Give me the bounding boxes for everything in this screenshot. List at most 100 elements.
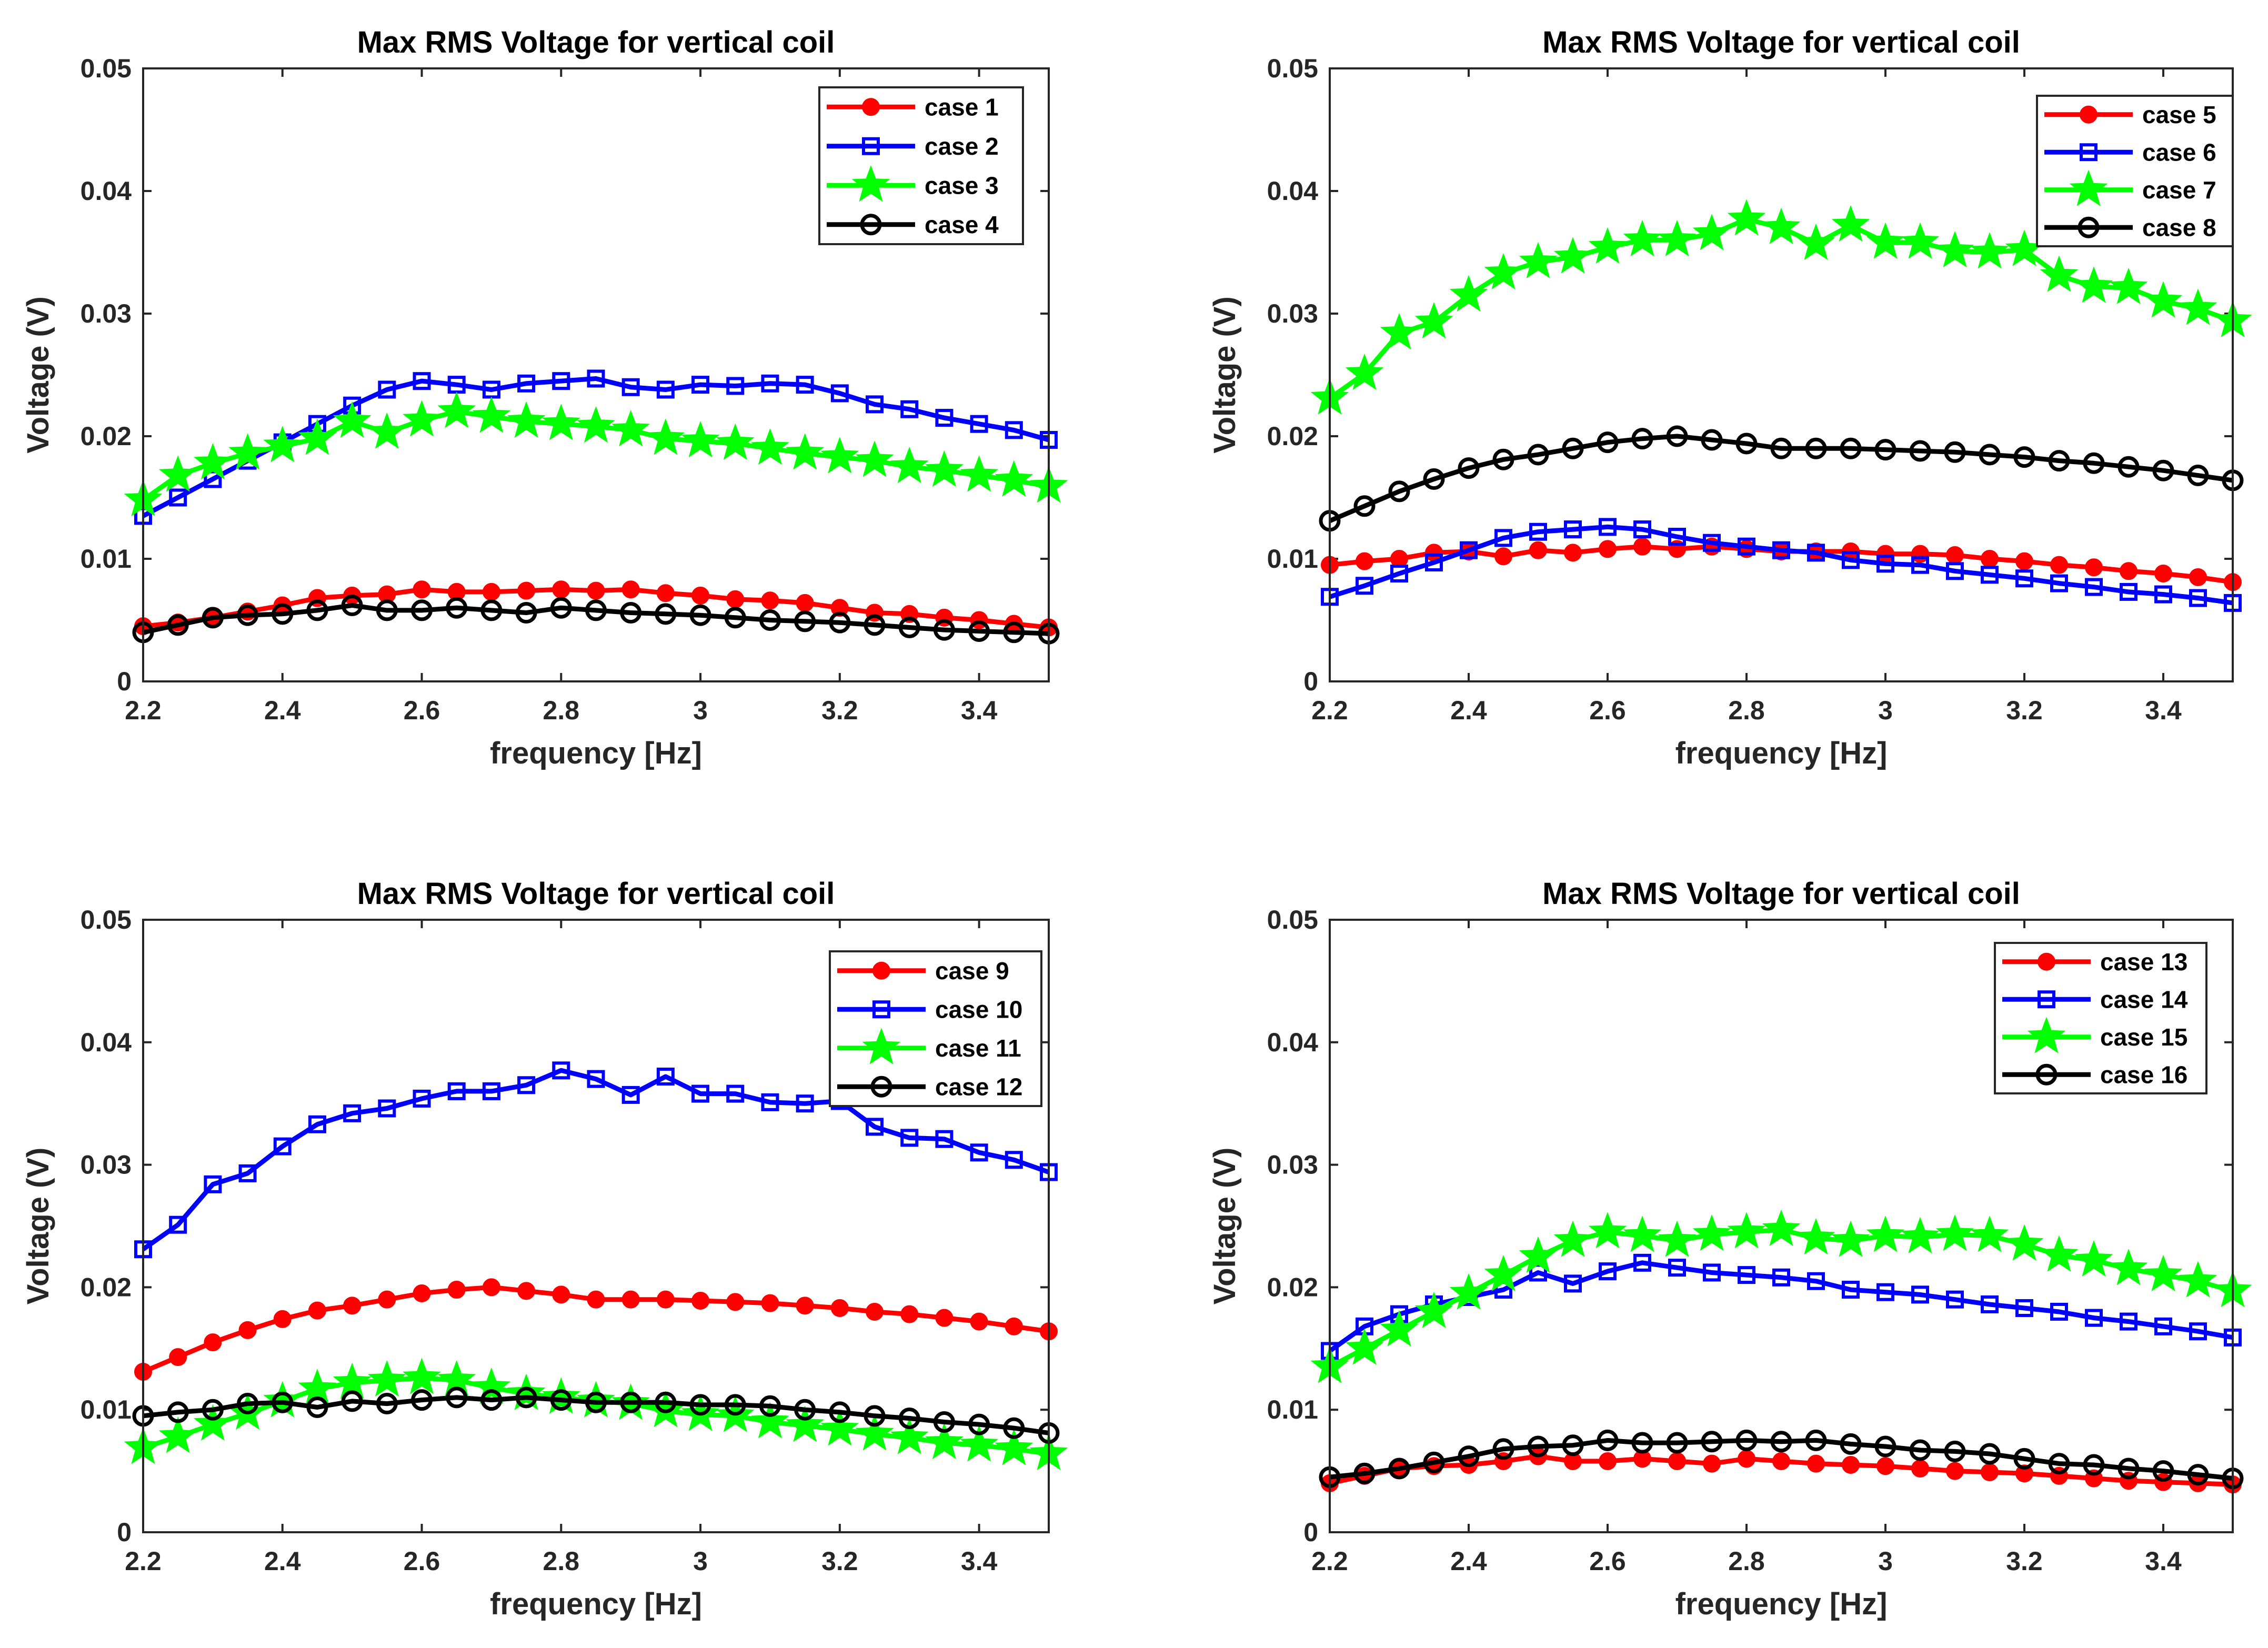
data-point — [1840, 1433, 1862, 1455]
data-point — [1866, 222, 1905, 259]
data-point — [2154, 1317, 2172, 1335]
data-point — [1703, 534, 1721, 552]
legend-entry: case 2 — [925, 133, 999, 160]
data-point — [298, 1369, 337, 1405]
data-point — [2085, 1309, 2103, 1327]
data-point — [308, 1115, 326, 1133]
y-tick-label: 0.03 — [1267, 1150, 1318, 1180]
data-point — [898, 616, 920, 638]
data-point — [1562, 437, 1584, 459]
data-point — [935, 409, 954, 427]
data-point — [517, 1282, 536, 1300]
series-case-3 — [124, 391, 1068, 517]
data-point — [970, 1143, 988, 1162]
data-point — [621, 378, 640, 396]
data-point — [238, 1321, 257, 1339]
data-point — [517, 1076, 536, 1094]
y-tick-label: 0.04 — [81, 176, 132, 206]
y-tick-label: 0.04 — [1267, 1028, 1319, 1057]
data-point — [376, 599, 398, 621]
data-point — [890, 1418, 929, 1454]
chart-title: Max RMS Voltage for vertical coil — [1542, 877, 2020, 911]
data-point — [1703, 1454, 1721, 1473]
data-point — [541, 1377, 580, 1414]
data-point — [306, 1396, 328, 1419]
data-point — [2050, 574, 2068, 592]
x-tick-label: 3.4 — [961, 696, 998, 725]
data-point — [1876, 545, 1894, 563]
data-point — [550, 597, 572, 619]
x-tick-label: 3.2 — [2006, 1546, 2043, 1576]
legend-entry: case 7 — [2142, 176, 2216, 204]
data-point — [1970, 232, 2009, 269]
y-tick-label: 0.01 — [1267, 1395, 1318, 1424]
data-point — [691, 586, 710, 605]
data-point — [413, 1089, 431, 1108]
data-point — [158, 455, 197, 492]
data-point — [587, 369, 605, 388]
data-point — [1633, 520, 1651, 539]
data-point — [1772, 1452, 1790, 1470]
data-point — [864, 614, 886, 636]
y-tick-label: 0.01 — [1267, 544, 1318, 574]
data-point — [169, 1348, 187, 1366]
y-axis-label: Voltage (V) — [1208, 1148, 1242, 1305]
data-point — [202, 607, 224, 629]
data-point — [2109, 1249, 2148, 1285]
data-point — [646, 418, 685, 455]
data-point — [900, 1129, 919, 1147]
legend-entry: case 3 — [925, 172, 999, 199]
data-point — [2048, 450, 2070, 472]
data-point — [691, 1292, 710, 1310]
chart-title: Max RMS Voltage for vertical coil — [1542, 25, 2020, 59]
series-case-14 — [1321, 1253, 2242, 1360]
data-point — [830, 1299, 849, 1317]
data-point — [507, 1373, 546, 1410]
series-line — [1329, 434, 2233, 523]
data-point — [1901, 1217, 1940, 1253]
data-point — [1553, 237, 1592, 274]
data-point — [2189, 1322, 2207, 1341]
data-point — [1414, 1291, 1453, 1328]
legend-marker — [2027, 1017, 2066, 1053]
data-point — [263, 426, 302, 463]
data-point — [1658, 1220, 1697, 1257]
data-point — [2152, 459, 2174, 481]
data-point — [376, 1393, 398, 1415]
x-tick-label: 3.4 — [961, 1546, 998, 1576]
data-point — [204, 1175, 222, 1193]
data-point — [1345, 1328, 1384, 1365]
data-point — [1692, 214, 1731, 250]
data-point — [794, 610, 816, 632]
data-point — [1388, 480, 1410, 503]
data-point — [1390, 550, 1408, 568]
data-point — [1946, 1462, 1964, 1480]
data-point — [761, 1093, 779, 1111]
axes-box — [1329, 67, 2234, 682]
data-point — [2120, 562, 2137, 580]
y-tick-label: 0 — [117, 1518, 132, 1547]
y-tick-label: 0 — [1303, 1518, 1318, 1547]
data-point — [482, 582, 500, 601]
legend-box — [829, 950, 1042, 1107]
data-point — [1979, 1443, 2001, 1465]
data-point — [2118, 1458, 2140, 1480]
legend-entry: case 9 — [935, 957, 1009, 984]
data-point — [169, 1215, 187, 1234]
data-point — [378, 1099, 396, 1118]
data-point — [378, 380, 396, 399]
y-tick-label: 0.04 — [1267, 176, 1319, 206]
series-line — [1328, 1260, 2233, 1353]
data-point — [1735, 433, 1758, 455]
data-point — [1738, 537, 1755, 556]
data-point — [341, 1390, 363, 1412]
data-point — [751, 1402, 789, 1439]
data-point — [1738, 1266, 1755, 1284]
data-point — [995, 460, 1033, 497]
data-point — [515, 602, 537, 624]
data-point — [1003, 621, 1025, 644]
data-point — [343, 1104, 362, 1122]
data-point — [2120, 582, 2137, 601]
data-point — [2040, 1235, 2079, 1272]
data-point — [1003, 1417, 1025, 1439]
